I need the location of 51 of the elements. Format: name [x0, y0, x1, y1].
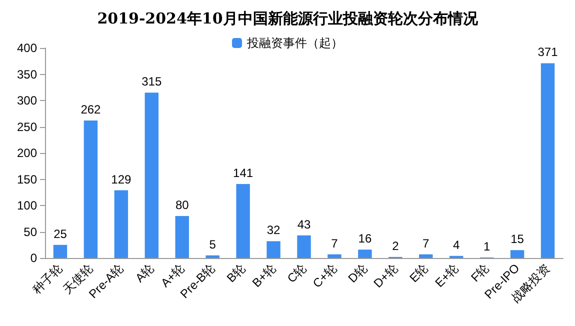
data-label: 7	[422, 236, 430, 250]
bar	[144, 92, 159, 258]
data-label: 315	[142, 74, 162, 89]
y-tick-label: 50	[24, 224, 38, 239]
y-tick-label: 100	[16, 198, 38, 212]
bar	[419, 254, 433, 258]
data-label: 7	[331, 236, 338, 250]
y-tick-label: 350	[16, 67, 38, 82]
data-label: 25	[54, 226, 68, 241]
x-tick-label: B轮	[224, 261, 248, 286]
chart-title: 2019-2024年10月中国新能源行业投融资轮次分布情况	[97, 10, 479, 28]
data-label: 262	[80, 102, 102, 116]
data-label: 4	[453, 238, 460, 252]
x-tick-label: D+轮	[370, 261, 400, 291]
y-tick-label: 200	[16, 146, 38, 160]
data-label: 43	[297, 217, 311, 232]
x-tick-label: B+轮	[249, 261, 278, 290]
x-tick-label: E+轮	[432, 261, 462, 290]
data-label: 1	[483, 239, 490, 254]
bar	[297, 235, 311, 258]
x-tick-label: E轮	[406, 261, 431, 286]
y-tick-label: 0	[30, 251, 38, 265]
bar	[114, 190, 128, 258]
bar	[84, 120, 98, 258]
data-label: 141	[233, 166, 254, 180]
x-tick-label: C轮	[284, 261, 309, 286]
bar	[358, 250, 372, 258]
bar	[266, 241, 280, 258]
y-tick-label: 150	[16, 172, 38, 186]
bar	[53, 244, 68, 258]
legend-label: 投融资事件（起）	[246, 36, 343, 50]
x-tick-label: C+轮	[310, 261, 340, 291]
y-tick-label: 300	[16, 94, 38, 108]
y-tick-label: 400	[16, 41, 38, 55]
bar	[206, 255, 220, 258]
bar	[236, 184, 250, 258]
data-label: 2	[392, 238, 400, 253]
data-label: 129	[111, 172, 132, 186]
bar	[328, 254, 342, 258]
x-tick-label: A轮	[132, 261, 157, 286]
data-label: 15	[510, 232, 524, 246]
data-label: 5	[209, 237, 216, 252]
data-label: 371	[538, 45, 558, 60]
data-label: 32	[266, 223, 281, 238]
data-label: 16	[358, 232, 372, 246]
bar	[540, 63, 555, 258]
y-tick-label: 250	[16, 120, 38, 134]
bar	[510, 250, 524, 258]
x-tick-label: D轮	[345, 261, 370, 286]
bar	[175, 216, 189, 258]
data-label: 80	[175, 198, 190, 212]
